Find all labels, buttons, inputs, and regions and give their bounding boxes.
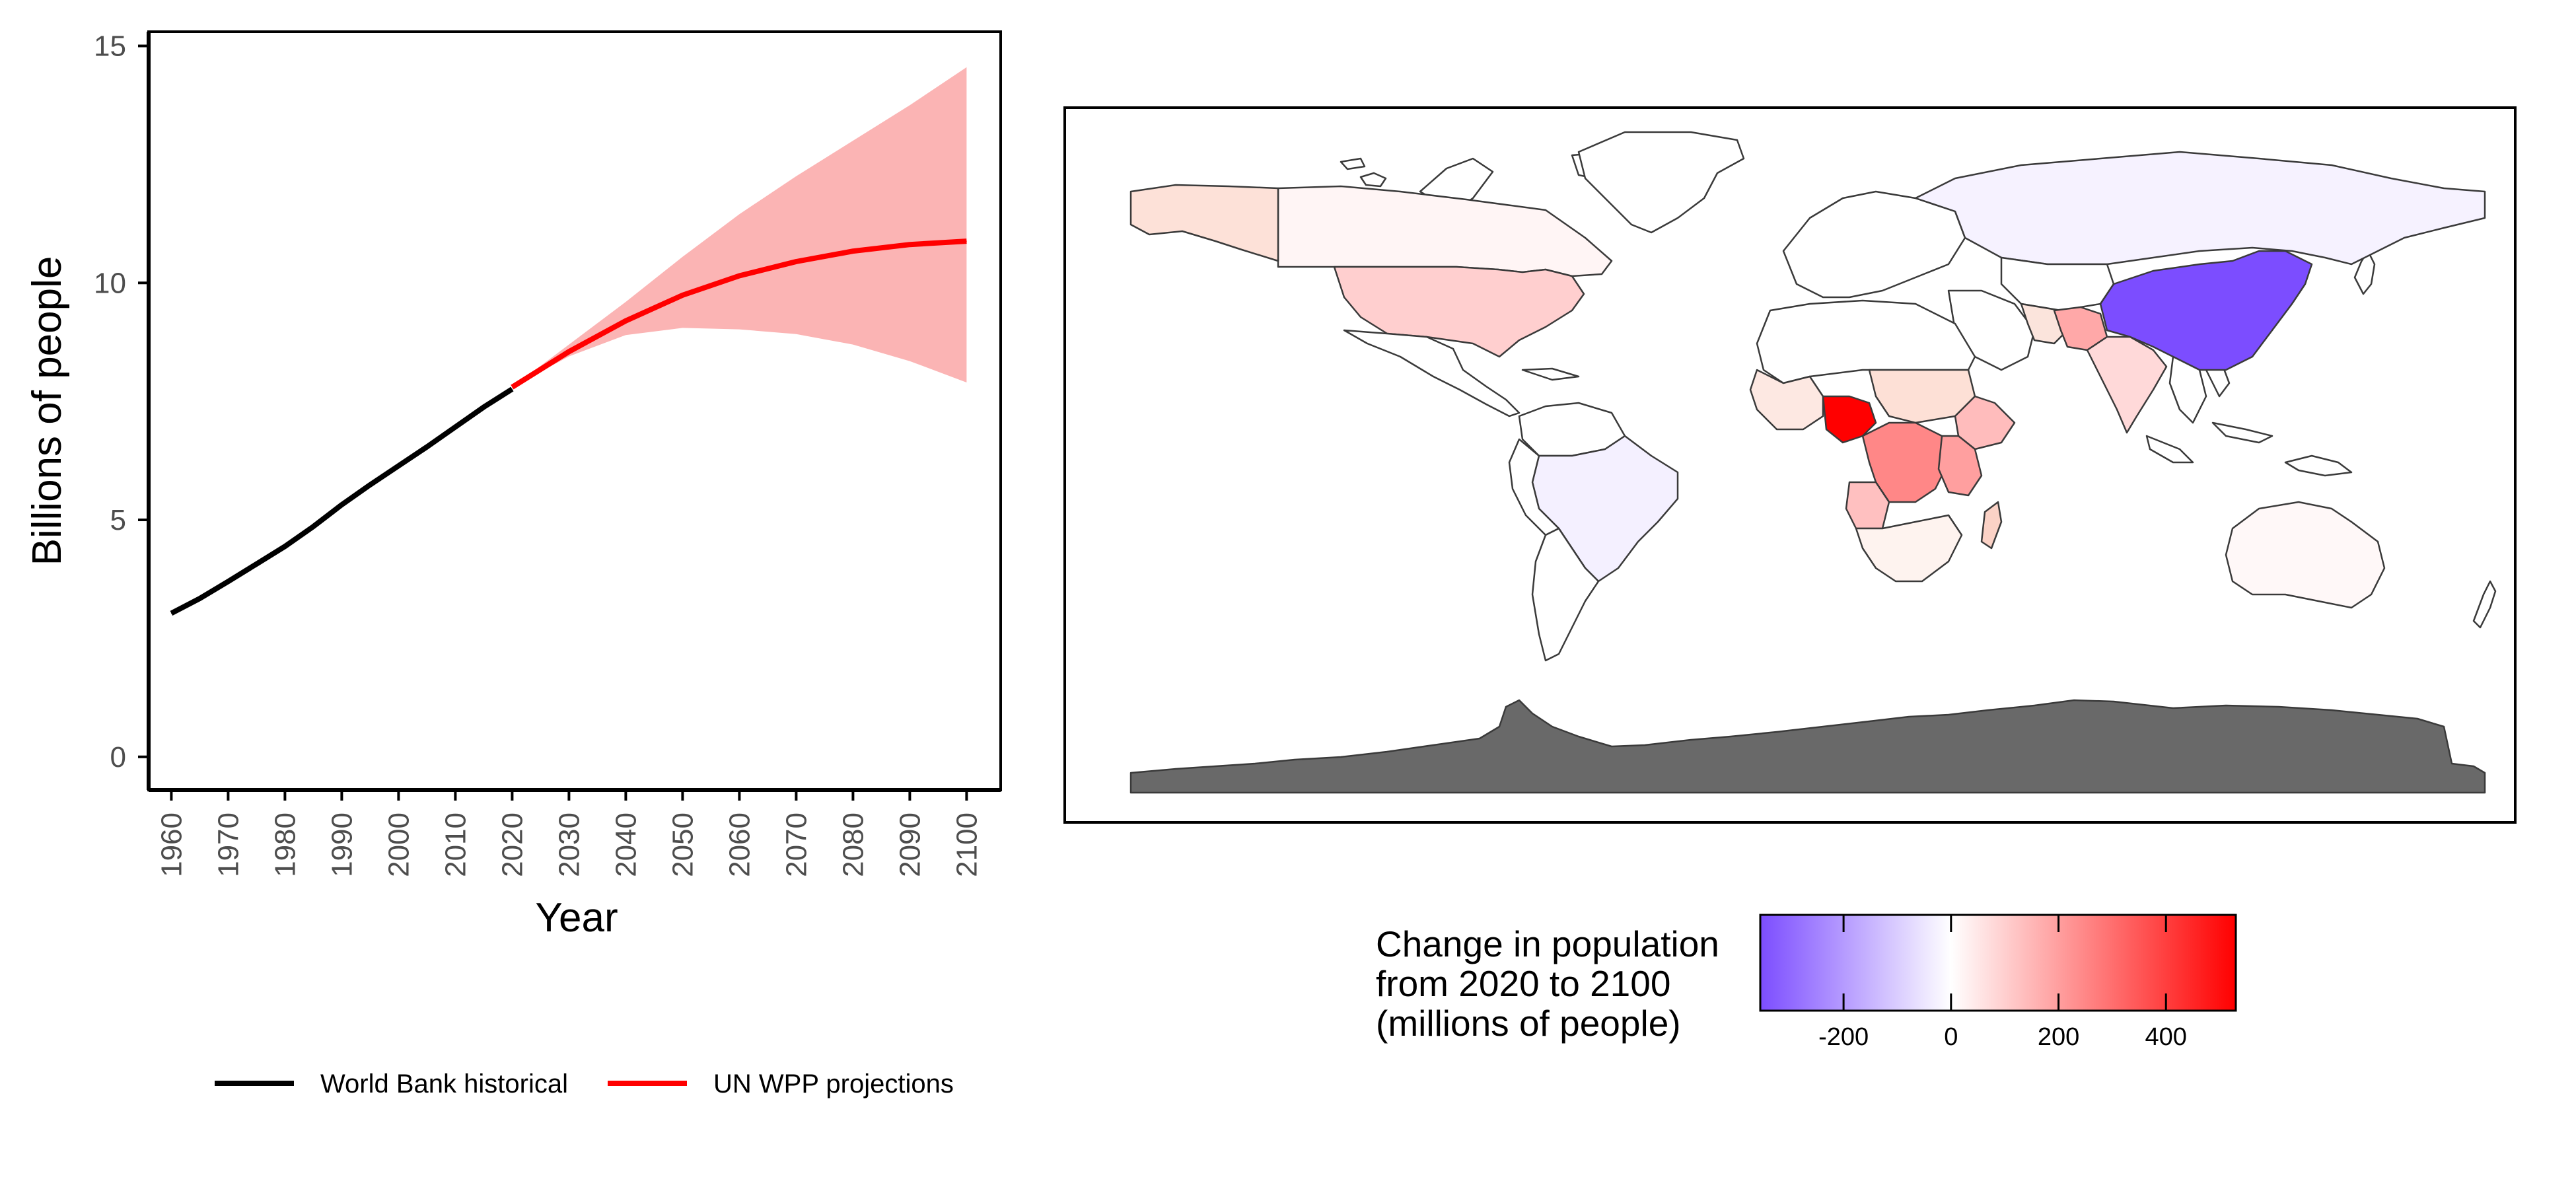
- colorbar-tick-label: -200: [1818, 1023, 1869, 1051]
- y-axis-title: Billions of people: [24, 256, 70, 566]
- x-tick-label: 2090: [894, 812, 926, 877]
- x-tick-label: 2000: [382, 812, 415, 877]
- country-west-africa: [1749, 369, 1824, 431]
- country-europe: [1782, 190, 1966, 299]
- x-tick-label: 1980: [269, 812, 301, 877]
- series-1-point: [966, 240, 967, 242]
- line-legend: World Bank historical UN WPP projections: [215, 1069, 954, 1099]
- world-population-line-chart: 0 5 10 15 1960 1970 1980 1990 2000 2010 2020 2030 2…: [24, 30, 1002, 1099]
- y-tick-label: 5: [110, 504, 126, 536]
- series-0-point: [483, 406, 484, 408]
- country-new-zealand: [2472, 580, 2497, 629]
- colorbar-ticks: -200 0 200 400: [1818, 915, 2187, 1051]
- country-mexico: [1343, 329, 1521, 417]
- series-0-point: [256, 563, 257, 565]
- y-axis-ticks: 0 5 10 15: [94, 30, 149, 774]
- x-tick-label: 1990: [326, 812, 358, 877]
- series-0-point: [199, 598, 200, 599]
- country-alaska: [1129, 184, 1279, 262]
- country-australia: [2225, 501, 2386, 609]
- x-tick-label: 2040: [610, 812, 642, 877]
- population-change-world-map: Change in population from 2020 to 2100 (…: [1063, 106, 2517, 1051]
- colorbar-title-line-1: Change in population: [1376, 923, 1719, 964]
- x-tick-label: 2020: [496, 812, 528, 877]
- legend-label-historical: World Bank historical: [320, 1069, 568, 1099]
- country-uk: [1359, 172, 1387, 188]
- x-tick-label: 2010: [439, 812, 472, 877]
- x-tick-label: 2050: [666, 812, 699, 877]
- country-indonesia-east: [2211, 421, 2273, 444]
- series-0-point: [227, 581, 229, 582]
- country-china: [2099, 250, 2313, 371]
- series-1-point: [795, 261, 797, 262]
- series-layer: [170, 238, 967, 616]
- colorbar-legend: Change in population from 2020 to 2100 (…: [1376, 914, 2237, 1051]
- series-0-point: [511, 388, 513, 390]
- country-argentina-chile: [1531, 527, 1600, 662]
- colorbar-tick-label: 400: [2145, 1023, 2187, 1051]
- x-tick-label: 1970: [212, 812, 244, 877]
- y-tick-label: 0: [110, 741, 126, 774]
- x-tick-label: 1960: [155, 812, 188, 877]
- x-tick-label: 2100: [950, 812, 983, 877]
- x-axis-ticks: 1960 1970 1980 1990 2000 2010 2020 2030 2040 2050…: [155, 790, 983, 877]
- country-greenland: [1577, 131, 1745, 234]
- x-tick-label: 2080: [837, 812, 869, 877]
- x-tick-label: 2030: [553, 812, 585, 877]
- country-japan: [2353, 250, 2376, 295]
- y-tick-label: 10: [94, 267, 126, 299]
- colorbar-title-line-3: (millions of people): [1376, 1003, 1681, 1044]
- legend-label-projection: UN WPP projections: [713, 1069, 954, 1099]
- country-dr-congo: [1861, 421, 1950, 503]
- country-iceland: [1340, 157, 1366, 170]
- y-tick-label: 15: [94, 30, 126, 63]
- series-1-point: [511, 386, 513, 388]
- colorbar-tick-label: 0: [1944, 1023, 1958, 1051]
- country-southeast-asia: [2168, 355, 2207, 424]
- country-madagascar: [1980, 501, 2003, 550]
- series-0-point: [369, 484, 371, 486]
- country-southern-africa: [1855, 514, 1963, 583]
- country-cuba: [1521, 367, 1580, 381]
- colorbar-tick-label: 200: [2038, 1023, 2079, 1051]
- country-papua-new-guinea: [2284, 454, 2353, 477]
- colorbar-title-line-2: from 2020 to 2100: [1376, 963, 1670, 1004]
- country-india: [2086, 336, 2168, 434]
- colorbar: [1759, 914, 2237, 1012]
- x-tick-label: 2070: [780, 812, 812, 877]
- series-1-point: [738, 275, 740, 277]
- country-tanzania: [1937, 435, 1983, 497]
- series-0-point: [170, 612, 172, 614]
- country-indonesia-west: [2145, 435, 2194, 464]
- x-tick-label: 2060: [723, 812, 756, 877]
- x-axis-title: Year: [535, 895, 618, 941]
- country-antarctica: [1129, 699, 2486, 794]
- series-0-point: [312, 526, 314, 527]
- projection-uncertainty-band: [512, 67, 967, 388]
- country-nigeria: [1822, 395, 1877, 444]
